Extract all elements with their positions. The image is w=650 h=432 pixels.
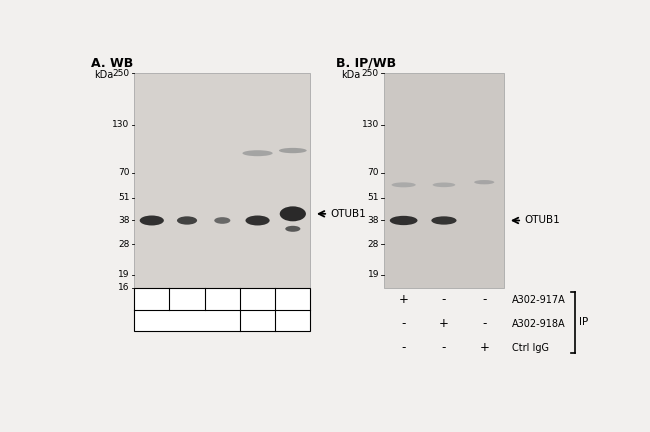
Text: 38: 38 (118, 216, 129, 225)
Text: -: - (402, 318, 406, 330)
Text: 250: 250 (112, 69, 129, 78)
Ellipse shape (433, 182, 455, 187)
Text: 50: 50 (252, 294, 264, 304)
Ellipse shape (285, 226, 300, 232)
Text: A302-918A: A302-918A (512, 319, 566, 329)
Ellipse shape (390, 216, 417, 225)
Text: OTUB1: OTUB1 (330, 209, 366, 219)
Text: A302-917A: A302-917A (512, 295, 566, 305)
Ellipse shape (432, 216, 456, 225)
Text: +: + (439, 318, 449, 330)
Text: 51: 51 (118, 193, 129, 202)
Text: -: - (482, 318, 486, 330)
Ellipse shape (140, 216, 164, 226)
Text: 130: 130 (112, 120, 129, 129)
Bar (384, 73, 504, 288)
Text: 19: 19 (118, 270, 129, 279)
Ellipse shape (391, 182, 416, 187)
Bar (134, 288, 311, 331)
Text: -: - (482, 293, 486, 306)
Text: 250: 250 (362, 69, 379, 78)
Ellipse shape (280, 206, 306, 221)
Text: 28: 28 (368, 240, 379, 249)
Text: B. IP/WB: B. IP/WB (335, 57, 396, 70)
Text: OTUB1: OTUB1 (524, 216, 560, 226)
Text: kDa: kDa (341, 70, 360, 80)
Text: 15: 15 (181, 294, 193, 304)
Ellipse shape (474, 180, 495, 184)
Text: 50: 50 (287, 294, 299, 304)
Ellipse shape (242, 150, 273, 156)
Text: -: - (402, 341, 406, 354)
Ellipse shape (279, 148, 307, 153)
Text: 130: 130 (361, 120, 379, 129)
Text: kDa: kDa (94, 70, 113, 80)
Text: +: + (398, 293, 409, 306)
Ellipse shape (246, 216, 270, 226)
Text: T: T (255, 315, 261, 325)
Text: 5: 5 (219, 294, 226, 304)
Text: M: M (289, 315, 297, 325)
Ellipse shape (214, 217, 230, 224)
Text: A. WB: A. WB (91, 57, 134, 70)
Text: +: + (479, 341, 489, 354)
Text: 28: 28 (118, 240, 129, 249)
Text: Ctrl IgG: Ctrl IgG (512, 343, 549, 353)
Text: IP: IP (579, 317, 588, 327)
Text: 19: 19 (367, 270, 379, 279)
Text: 51: 51 (367, 193, 379, 202)
Text: 70: 70 (367, 168, 379, 177)
Text: 38: 38 (367, 216, 379, 225)
Bar (134, 73, 311, 288)
Text: -: - (442, 341, 446, 354)
Text: 70: 70 (118, 168, 129, 177)
Text: HeLa: HeLa (175, 315, 200, 325)
Text: 16: 16 (118, 283, 129, 292)
Ellipse shape (177, 216, 197, 225)
Text: -: - (442, 293, 446, 306)
Text: 50: 50 (146, 294, 158, 304)
